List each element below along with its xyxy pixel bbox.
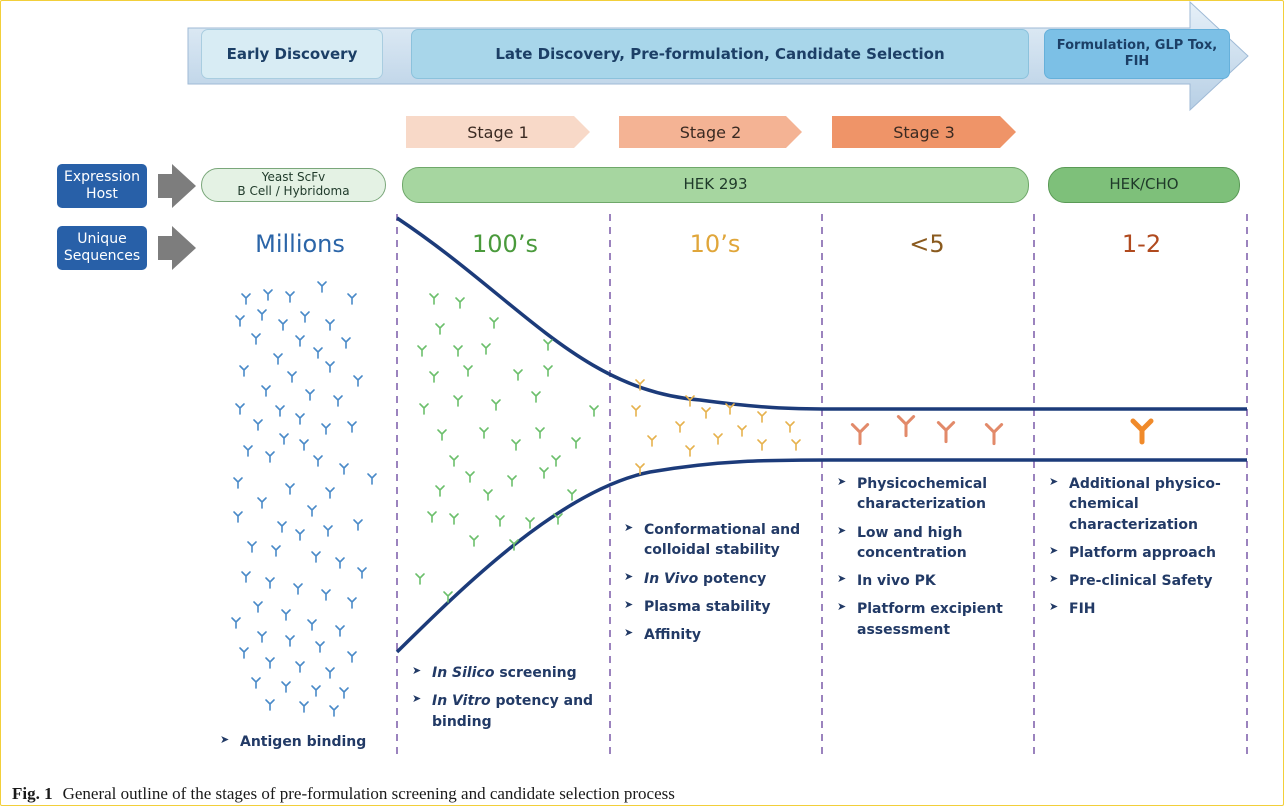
antibodies-millions [231,281,377,717]
stage-3-label: Stage 3 [893,122,955,142]
funnel-bottom-curve [395,458,1247,654]
list-item: Platform approach [1049,543,1239,563]
count-millions: Millions [255,230,345,258]
antibodies-hundreds [415,293,599,603]
list-item: Plasma stability [624,597,804,617]
phase-early-discovery: Early Discovery [201,29,383,79]
list-stage-3: Physicochemical characterization Low and… [837,474,1017,648]
count-one-two: 1-2 [1121,230,1162,258]
antibodies-under-5 [850,415,1004,446]
list-item: In Vitro potency and binding [412,691,602,732]
list-item: Low and high concentration [837,523,1017,564]
list-item: In Vivo potency [624,569,804,589]
unique-sequences-arrow [158,226,196,270]
list-item: Antigen binding [220,732,390,752]
caption-text: General outline of the stages of pre-for… [62,784,675,803]
stage-3-chevron [832,116,1016,148]
stage-1-label: Stage 1 [467,122,529,142]
count-hundreds: 100’s [472,230,538,258]
list-item: Pre-clinical Safety [1049,571,1239,591]
list-formulation: Additional physico-chemical characteriza… [1049,474,1239,628]
list-stage-2: Conformational and colloidal stability I… [624,520,804,653]
list-item: Platform excipient assessment [837,599,1017,640]
expression-host-arrow [158,164,196,208]
funnel-top-curve [396,216,1247,411]
expression-host-label: Expression Host [57,164,147,208]
list-item: FIH [1049,599,1239,619]
caption-label: Fig. 1 [12,784,53,803]
list-item: In vivo PK [837,571,1017,591]
unique-sequences-label: Unique Sequences [57,226,147,270]
list-item: Physicochemical characterization [837,474,1017,515]
stage-2-chevron [619,116,802,148]
stage-2-label: Stage 2 [679,122,742,142]
list-item: In Silico screening [412,663,602,683]
phase-late-discovery: Late Discovery, Pre-formulation, Candida… [411,29,1029,79]
host-early: Yeast ScFv B Cell / Hybridoma [201,168,386,202]
count-tens: 10’s [689,230,741,258]
list-item: Affinity [624,625,804,645]
stage-1-chevron [406,116,590,148]
list-stage-1: In Silico screening In Vitro potency and… [412,663,602,740]
host-early-line1: Yeast ScFv [261,170,326,185]
list-item: Conformational and colloidal stability [624,520,804,561]
list-early: Antigen binding [220,732,390,760]
host-hek293: HEK 293 [402,167,1029,203]
antibody-final [1133,421,1151,442]
host-hek-cho: HEK/CHO [1048,167,1240,203]
figure-caption: Fig. 1 General outline of the stages of p… [12,784,675,804]
list-item: Additional physico-chemical characteriza… [1049,474,1239,535]
host-early-line2: B Cell / Hybridoma [237,184,350,198]
phase-formulation: Formulation, GLP Tox, FIH [1044,29,1230,79]
count-under-5: <5 [909,230,945,258]
